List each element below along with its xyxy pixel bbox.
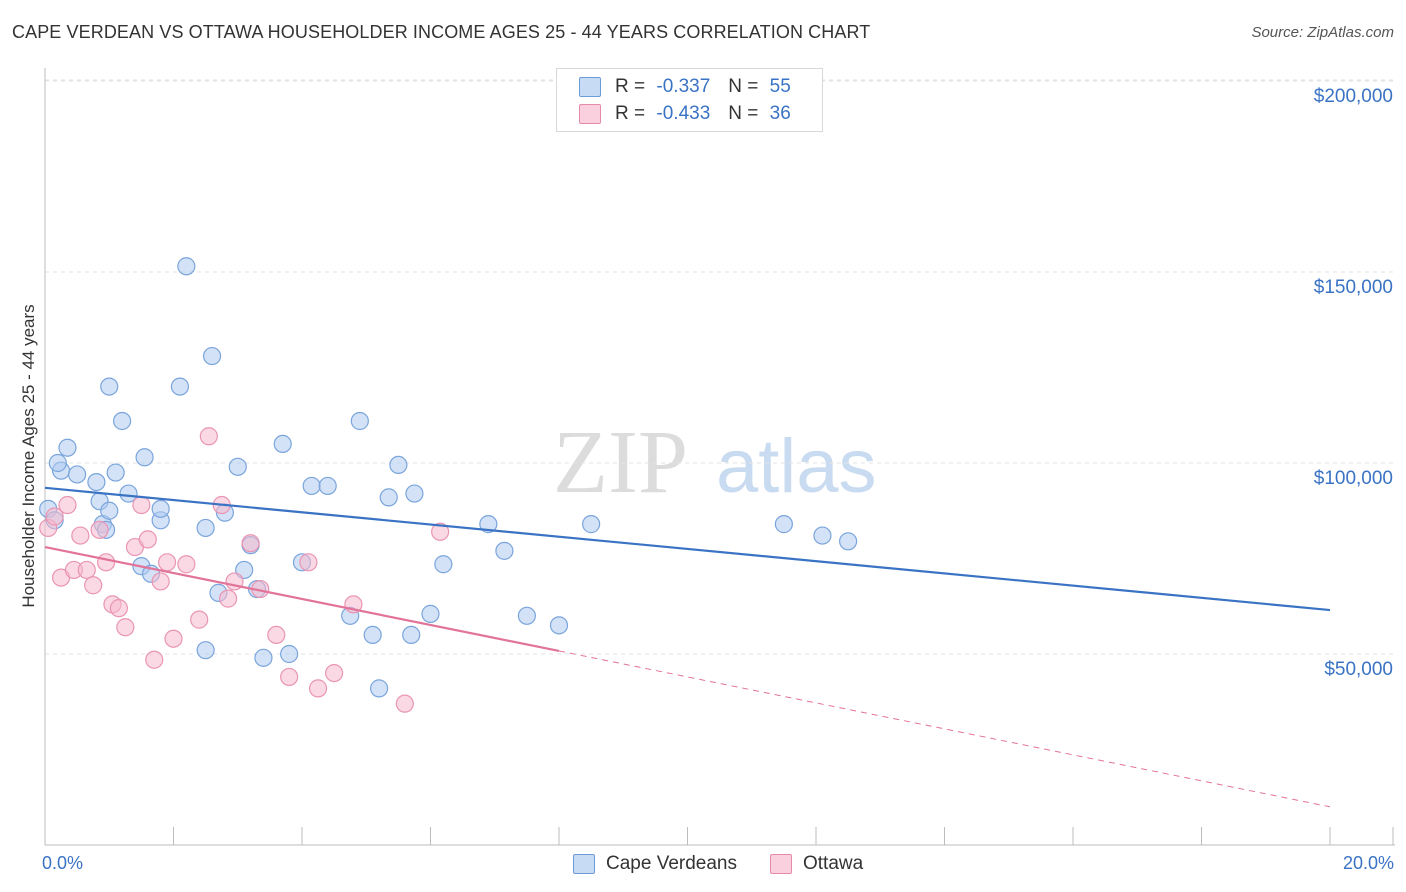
legend-r-label: R = [615,76,646,97]
ottawa-point [151,572,170,591]
cape-verdean-point [389,455,408,475]
ottawa-point [45,507,64,526]
ottawa-point [96,553,116,572]
ottawa-point [77,560,96,580]
legend-r-value: -0.433 [656,103,711,124]
cape-verdean-point [517,606,536,625]
ottawa-point [177,555,196,574]
ottawa-point [164,629,183,648]
legend-n-value: 36 [769,103,791,124]
cape-verdean-point [318,476,337,496]
cape-verdean-point [170,377,190,396]
ottawa-point [190,610,209,629]
cape-verdean-point [421,604,440,623]
cape-verdean-point [302,476,321,496]
legend-row-cape-verdeans: R = -0.337 N = 55 [579,75,791,99]
cape-verdean-point [254,648,273,667]
cape-verdean-point [135,448,154,467]
ottawa-point [145,650,164,669]
blue-swatch [573,854,595,874]
x-tick-label-min: 0.0% [42,853,84,873]
bottom-legend-label: Ottawa [803,853,864,874]
cape-verdean-point [405,484,424,503]
bottom-legend-label: Cape Verdeans [606,853,737,874]
ottawa-point [71,526,90,545]
cape-verdean-point [479,515,498,534]
cape-verdean-point [68,465,87,484]
legend-row-ottawa: R = -0.433 N = 36 [579,102,791,126]
ottawa-point [395,694,414,713]
legend-n-label: N = [728,76,759,97]
cape-verdean-point [813,526,832,545]
pink-swatch [770,854,792,874]
cape-verdean-point [48,453,67,473]
cape-verdean-point [100,501,119,520]
cape-verdean-point [228,457,247,476]
ottawa-point [109,599,128,618]
ottawa-point [116,618,135,637]
cape-verdean-point [87,473,106,492]
ottawa-trend-line-extension [558,650,1331,808]
ottawa-point [241,534,260,553]
bottom-legend-ottawa: Ottawa [770,852,863,876]
blue-swatch [579,77,601,97]
cape-verdean-point [177,257,196,276]
ottawa-point [90,520,109,539]
cape-verdean-point [119,484,138,503]
ottawa-point [132,495,151,515]
ottawa-point [157,553,177,572]
cape-verdean-point [273,434,292,453]
y-tick-label-150k: $150,000 [1313,277,1393,298]
cape-verdean-point [363,625,382,645]
y-tick-label-50k: $50,000 [1324,659,1393,680]
cape-verdean-point [350,411,369,431]
legend-r-value: -0.337 [656,76,711,97]
source-credit: Source: ZipAtlas.com [1251,24,1394,41]
watermark-atlas: atlas [716,424,877,509]
ottawa-point [308,679,328,698]
ottawa-point [138,530,157,549]
cape-verdean-point [434,555,453,574]
cape-verdean-point [379,488,398,507]
cape-verdean-point [402,625,421,645]
ottawa-point [299,553,318,572]
ottawa-point [199,427,218,446]
cape-verdean-point [58,438,77,457]
legend-r-label: R = [615,103,646,124]
cape-verdean-point [151,499,170,518]
ottawa-point [84,576,103,595]
cape-verdean-point [839,532,858,551]
ottawa-point [325,663,344,683]
cape-verdean-point [774,515,793,534]
pink-swatch [579,104,601,124]
ottawa-point [219,589,238,608]
ottawa-point [280,667,299,687]
cape-verdean-point [112,411,132,431]
correlation-legend: R = -0.337 N = 55 R = -0.433 N = 36 [556,68,823,132]
x-tick-label-max: 20.0% [1342,853,1394,873]
ottawa-point [431,522,450,541]
ottawa-point [267,625,286,645]
y-tick-label-100k: $100,000 [1313,468,1393,489]
cape-verdean-trend-line [44,486,1331,612]
legend-n-value: 55 [769,76,791,97]
legend-n-label: N = [728,103,759,124]
ottawa-point [58,495,77,515]
y-tick-label-200k: $200,000 [1313,86,1393,107]
cape-verdean-point [196,641,215,660]
cape-verdean-point [280,644,299,664]
cape-verdean-point [202,346,222,366]
cape-verdean-point [549,616,569,635]
cape-verdean-point [495,541,514,560]
cape-verdean-point [106,463,125,482]
cape-verdean-point [100,377,119,396]
chart-title: CAPE VERDEAN VS OTTAWA HOUSEHOLDER INCOM… [12,22,871,42]
cape-verdean-point [582,515,601,534]
cape-verdean-point [370,679,389,698]
cape-verdean-point [196,518,215,538]
ottawa-trend-line [44,545,560,653]
bottom-legend-cape-verdeans: Cape Verdeans [573,852,737,876]
